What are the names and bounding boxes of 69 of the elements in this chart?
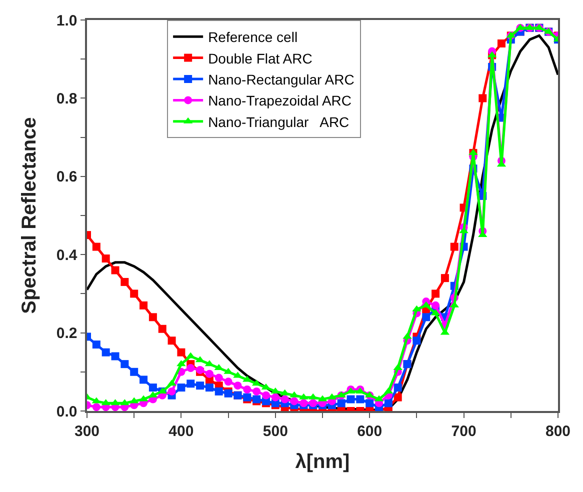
- legend-label: Nano-Trapezoidal ARC: [208, 92, 352, 109]
- x-tick-label: 300: [74, 422, 100, 440]
- point: [356, 395, 364, 404]
- point: [478, 94, 487, 102]
- point: [224, 378, 232, 386]
- point: [432, 301, 440, 310]
- y-tick-label: 0.2: [56, 325, 78, 342]
- y-tick-label: 0.4: [56, 246, 78, 264]
- point: [394, 393, 402, 402]
- y-tick-label: 0.0: [56, 403, 78, 420]
- y-tick-label: 1.0: [56, 12, 78, 30]
- point: [102, 254, 110, 263]
- point: [422, 313, 430, 322]
- point: [290, 397, 298, 406]
- point: [111, 266, 120, 274]
- point: [205, 370, 214, 378]
- x-tick-label: 800: [545, 422, 571, 440]
- point: [196, 382, 204, 390]
- x-tick-label: 600: [357, 422, 382, 440]
- legend-label: Nano-Triangular ARC: [208, 114, 350, 130]
- point: [140, 376, 148, 384]
- point: [120, 278, 129, 286]
- point: [186, 380, 195, 388]
- legend-label: Nano-Rectangular ARC: [208, 71, 354, 88]
- point: [337, 399, 346, 408]
- point: [92, 242, 100, 251]
- legend-label: Reference cell: [208, 29, 298, 46]
- x-tick-label: 400: [168, 422, 194, 440]
- legend-label: Double Flat ARC: [208, 50, 312, 66]
- point: [214, 374, 223, 382]
- point: [440, 274, 449, 282]
- point: [346, 395, 355, 404]
- point: [205, 384, 214, 392]
- point: [92, 403, 100, 411]
- point: [177, 384, 186, 392]
- point: [158, 324, 166, 333]
- y-tick-label: 0.6: [56, 168, 78, 186]
- x-axis-title: λ[nm]: [295, 450, 350, 473]
- point: [186, 364, 195, 372]
- point: [243, 386, 252, 394]
- point: [102, 348, 110, 356]
- point: [148, 313, 157, 322]
- point: [177, 348, 186, 356]
- point: [384, 399, 392, 408]
- point: [130, 290, 138, 298]
- point: [168, 387, 176, 396]
- point: [497, 39, 506, 48]
- point: [394, 384, 402, 392]
- point: [92, 340, 100, 349]
- point: [168, 336, 176, 345]
- x-tick-label: 500: [262, 422, 288, 440]
- point: [214, 387, 223, 396]
- point: [148, 384, 157, 392]
- y-tick-label: 0.8: [56, 90, 78, 108]
- point: [280, 395, 289, 404]
- point: [450, 242, 458, 251]
- point: [412, 336, 421, 345]
- point: [271, 393, 280, 402]
- x-tick-label: 700: [451, 422, 476, 440]
- point: [262, 391, 270, 400]
- point: [234, 382, 242, 390]
- y-axis-title: Spectral Reflectance: [18, 117, 40, 314]
- point: [111, 352, 120, 360]
- point: [366, 399, 374, 408]
- point: [120, 360, 129, 368]
- point: [140, 301, 148, 310]
- point: [432, 290, 440, 298]
- point: [130, 368, 138, 376]
- point: [252, 387, 261, 396]
